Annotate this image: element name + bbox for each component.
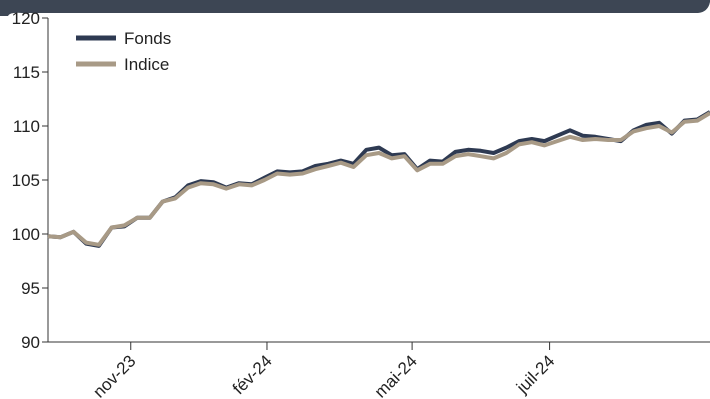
y-tick-label: 120 bbox=[12, 9, 40, 28]
x-tick-label: juil-24 bbox=[512, 351, 558, 397]
x-axis-ticks: nov-23 fév-24 mai-24 juil-24 bbox=[89, 342, 558, 399]
x-tick-label: nov-23 bbox=[89, 351, 139, 399]
x-tick-label: fév-24 bbox=[229, 351, 276, 398]
y-tick-label: 110 bbox=[13, 117, 40, 136]
y-tick-label: 100 bbox=[12, 225, 40, 244]
y-axis-ticks: 90 95 100 105 110 115 120 bbox=[12, 9, 48, 352]
series-layer bbox=[47, 110, 710, 248]
y-tick-label: 105 bbox=[12, 171, 40, 190]
chart-legend: Fonds Indice bbox=[76, 29, 171, 74]
legend-label-indice: Indice bbox=[124, 55, 169, 74]
legend-label-fonds: Fonds bbox=[124, 29, 171, 48]
series-line-indice bbox=[47, 111, 710, 247]
y-tick-label: 95 bbox=[21, 279, 40, 298]
y-tick-label: 115 bbox=[13, 63, 40, 82]
header-bar bbox=[0, 0, 710, 16]
x-tick-label: mai-24 bbox=[371, 351, 421, 399]
y-tick-label: 90 bbox=[21, 333, 40, 352]
series-line-fonds bbox=[47, 110, 710, 248]
